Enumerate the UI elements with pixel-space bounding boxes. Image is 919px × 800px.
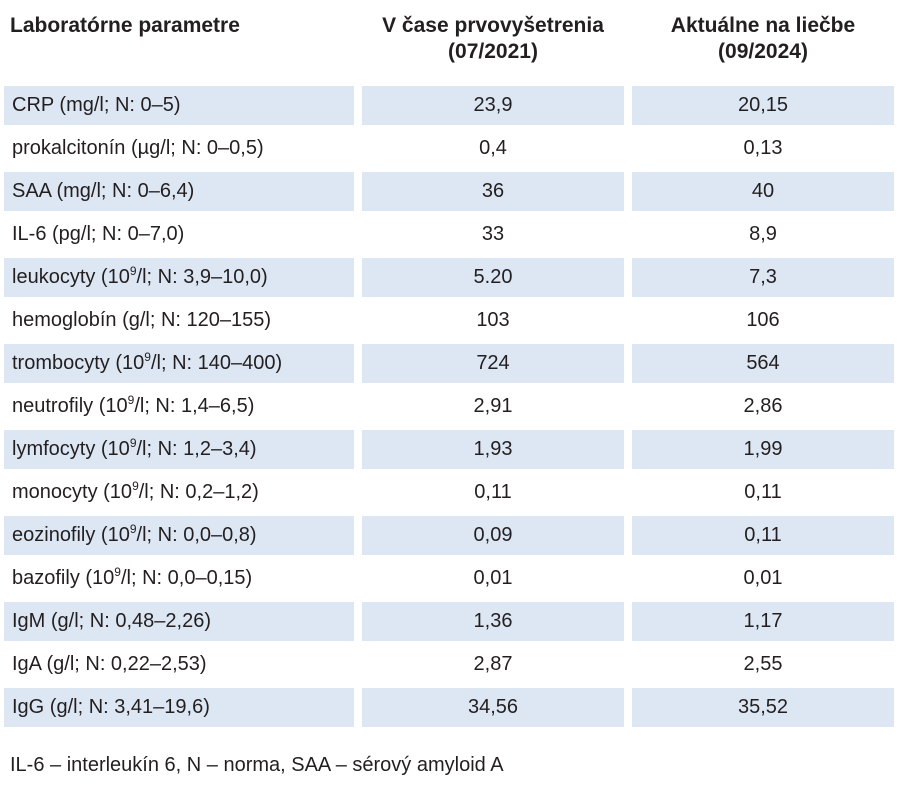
parameter-label-rest: /l; N: 1,2–3,4): [136, 438, 257, 460]
initial-value-cell: 103: [476, 309, 510, 331]
table-row: IgG (g/l; N: 3,41–19,6) 34,56 35,52: [0, 686, 919, 729]
unit-exponent: 9: [144, 350, 151, 364]
parameter-label-rest: /l; N: 1,4–6,5): [134, 395, 255, 417]
parameter-label-rest: /l; N: 140–400): [150, 352, 283, 374]
current-value-cell: 20,15: [632, 86, 894, 125]
table-row: eozinofily (109/l; N: 0,0–0,8) 0,09 0,11: [0, 514, 919, 557]
current-value-cell: 0,13: [743, 137, 783, 159]
table-row: IL-6 (pg/l; N: 0–7,0) 33 8,9: [0, 213, 919, 256]
parameter-label: bazofily (10: [12, 567, 115, 589]
parameter-label: hemoglobín (g/l; N: 120–155): [12, 309, 272, 331]
table-body: CRP (mg/l; N: 0–5) 23,9 20,15 prokalcitonín…: [0, 84, 919, 729]
table-row: hemoglobín (g/l; N: 120–155) 103 106: [0, 299, 919, 342]
initial-value-cell: 1,36: [362, 602, 624, 641]
unit-exponent: 9: [129, 522, 137, 536]
parameter-cell: trombocyty (109/l; N: 140–400): [4, 344, 354, 383]
parameter-cell: CRP (mg/l; N: 0–5): [4, 86, 354, 125]
current-value-cell: 1,17: [632, 602, 894, 641]
parameter-label: lymfocyty (10: [12, 438, 130, 460]
current-value-cell: 0,11: [632, 516, 894, 555]
current-value-cell: 8,9: [749, 223, 777, 245]
current-value-cell: 1,99: [632, 430, 894, 469]
initial-value-cell: 724: [362, 344, 624, 383]
initial-value-cell: 1,93: [362, 430, 624, 469]
parameter-label-rest: /l; N: 0,0–0,15): [120, 567, 253, 589]
current-value-cell: 106: [746, 309, 780, 331]
table-row: IgM (g/l; N: 0,48–2,26) 1,36 1,17: [0, 600, 919, 643]
initial-value-cell: 2,87: [473, 653, 513, 675]
parameter-label: IgA (g/l; N: 0,22–2,53): [12, 653, 207, 675]
parameter-label: SAA (mg/l; N: 0–6,4): [12, 180, 195, 202]
parameter-label: CRP (mg/l; N: 0–5): [12, 94, 181, 116]
header-parameter: Laboratórne parametre: [10, 14, 240, 37]
table-row: trombocyty (109/l; N: 140–400) 724 564: [0, 342, 919, 385]
unit-exponent: 9: [114, 565, 121, 579]
parameter-label: prokalcitonín (µg/l; N: 0–0,5): [12, 137, 264, 159]
parameter-label: IgG (g/l; N: 3,41–19,6): [12, 696, 210, 718]
table-footnote: IL-6 – interleukín 6, N – norma, SAA – s…: [10, 754, 504, 776]
table-row: leukocyty (109/l; N: 3,9–10,0) 5.20 7,3: [0, 256, 919, 299]
unit-exponent: 9: [129, 436, 137, 450]
parameter-cell: IgA (g/l; N: 0,22–2,53): [4, 645, 354, 684]
parameter-label-rest: /l; N: 3,9–10,0): [136, 266, 268, 288]
parameter-cell: IgG (g/l; N: 3,41–19,6): [4, 688, 354, 727]
initial-value-cell: 0,4: [479, 137, 507, 159]
table-row: prokalcitonín (µg/l; N: 0–0,5) 0,4 0,13: [0, 127, 919, 170]
initial-value-cell: 0,09: [362, 516, 624, 555]
parameter-cell: IL-6 (pg/l; N: 0–7,0): [4, 215, 354, 254]
header-initial-exam: V čase prvovyšetrenia (07/2021): [382, 14, 604, 63]
table-header: Laboratórne parametre V čase prvovyšetre…: [0, 0, 919, 76]
initial-value-cell: 34,56: [362, 688, 624, 727]
initial-value-cell: 36: [362, 172, 624, 211]
parameter-label-rest: /l; N: 0,2–1,2): [138, 481, 259, 503]
current-value-cell: 40: [632, 172, 894, 211]
initial-value-cell: 0,01: [473, 567, 513, 589]
table-row: lymfocyty (109/l; N: 1,2–3,4) 1,93 1,99: [0, 428, 919, 471]
table-row: CRP (mg/l; N: 0–5) 23,9 20,15: [0, 84, 919, 127]
initial-value-cell: 23,9: [362, 86, 624, 125]
parameter-label: monocyty (10: [12, 481, 133, 503]
parameter-cell: prokalcitonín (µg/l; N: 0–0,5): [4, 129, 354, 168]
table-row: SAA (mg/l; N: 0–6,4) 36 40: [0, 170, 919, 213]
current-value-cell: 0,01: [743, 567, 783, 589]
current-value-cell: 35,52: [632, 688, 894, 727]
initial-value-cell: 33: [481, 223, 505, 245]
table-row: bazofily (109/l; N: 0,0–0,15) 0,01 0,01: [0, 557, 919, 600]
current-value-cell: 2,86: [743, 395, 783, 417]
parameter-label: trombocyty (10: [12, 352, 145, 374]
parameter-cell: leukocyty (109/l; N: 3,9–10,0): [4, 258, 354, 297]
parameter-cell: IgM (g/l; N: 0,48–2,26): [4, 602, 354, 641]
initial-value-cell: 0,11: [474, 481, 512, 503]
parameter-cell: monocyty (109/l; N: 0,2–1,2): [4, 473, 354, 512]
header-current-treatment: Aktuálne na liečbe (09/2024): [670, 14, 856, 63]
parameter-label: leukocyty (10: [12, 266, 130, 288]
parameter-label: eozinofily (10: [12, 524, 130, 546]
parameter-cell: neutrofily (109/l; N: 1,4–6,5): [4, 387, 354, 426]
unit-exponent: 9: [127, 393, 135, 407]
initial-value-cell: 2,91: [473, 395, 513, 417]
table-row: monocyty (109/l; N: 0,2–1,2) 0,11 0,11: [0, 471, 919, 514]
initial-value-cell: 5.20: [362, 258, 624, 297]
current-value-cell: 0,11: [744, 481, 782, 503]
current-value-cell: 564: [632, 344, 894, 383]
table-row: neutrofily (109/l; N: 1,4–6,5) 2,91 2,86: [0, 385, 919, 428]
table-row: IgA (g/l; N: 0,22–2,53) 2,87 2,55: [0, 643, 919, 686]
parameter-label: IL-6 (pg/l; N: 0–7,0): [12, 223, 185, 245]
parameter-cell: lymfocyty (109/l; N: 1,2–3,4): [4, 430, 354, 469]
current-value-cell: 7,3: [632, 258, 894, 297]
parameter-label: neutrofily (10: [12, 395, 128, 417]
parameter-cell: SAA (mg/l; N: 0–6,4): [4, 172, 354, 211]
unit-exponent: 9: [132, 479, 139, 493]
parameter-label-rest: /l; N: 0,0–0,8): [136, 524, 257, 546]
parameter-cell: hemoglobín (g/l; N: 120–155): [4, 301, 354, 340]
current-value-cell: 2,55: [743, 653, 783, 675]
parameter-cell: eozinofily (109/l; N: 0,0–0,8): [4, 516, 354, 555]
parameter-cell: bazofily (109/l; N: 0,0–0,15): [4, 559, 354, 598]
parameter-label: IgM (g/l; N: 0,48–2,26): [12, 610, 211, 632]
unit-exponent: 9: [129, 264, 137, 278]
